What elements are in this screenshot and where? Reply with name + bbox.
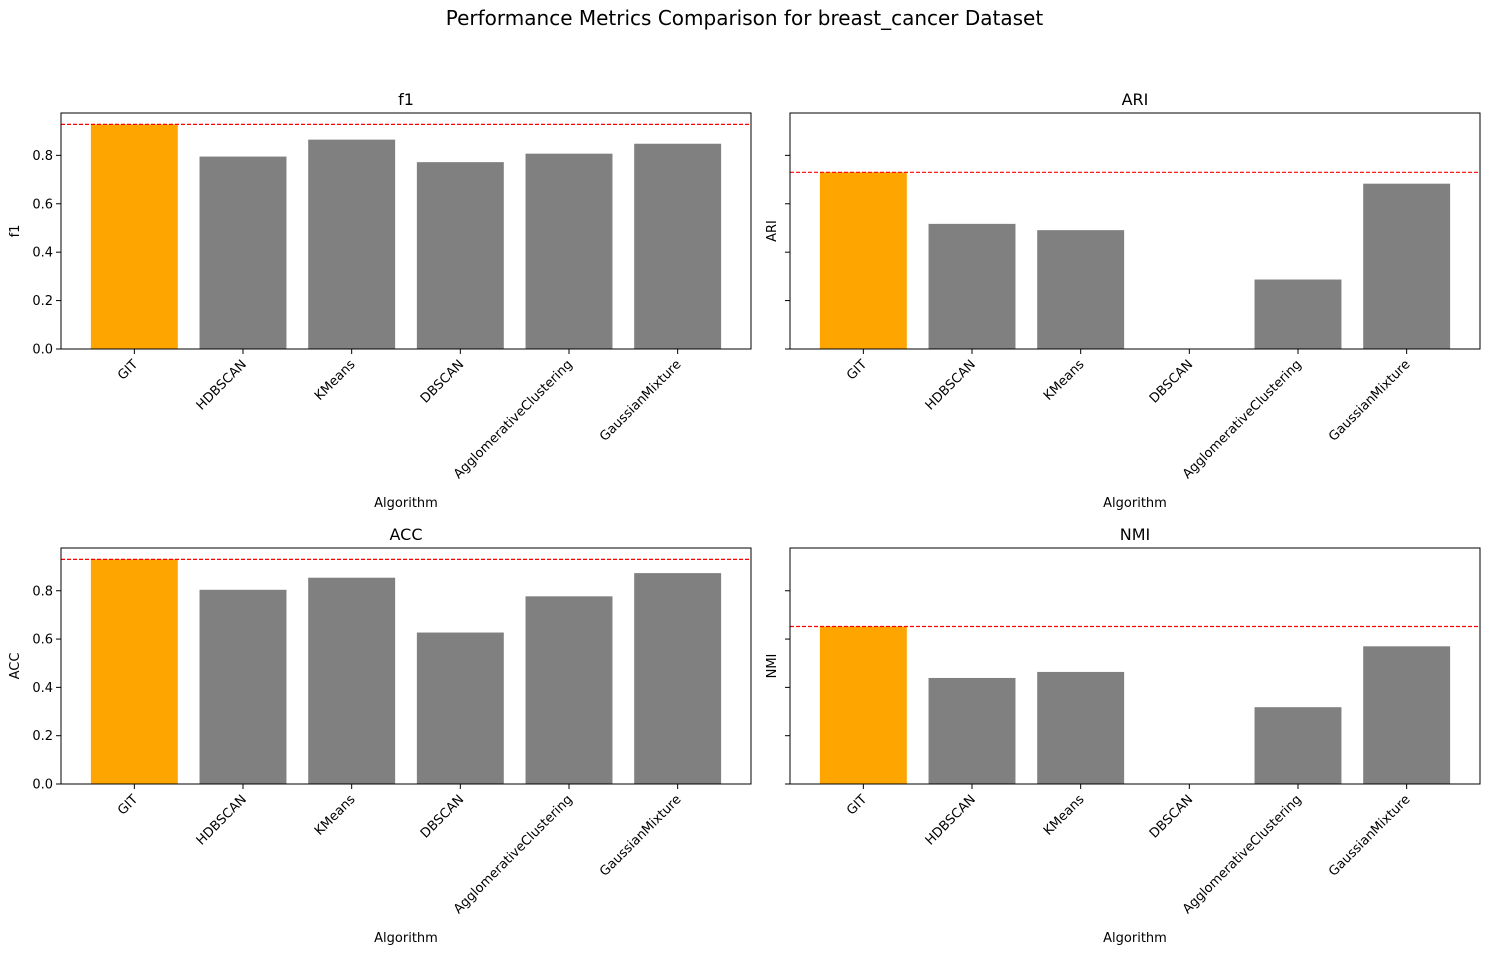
y-tick-label: 0.2 — [32, 294, 53, 309]
x-axis-label: Algorithm — [1103, 496, 1167, 511]
y-tick-label: 0.6 — [32, 197, 53, 212]
y-tick-label: 0.4 — [32, 246, 53, 261]
subplot-title: NMI — [1120, 525, 1151, 544]
subplot-title: f1 — [398, 90, 414, 109]
y-tick-label: 0.8 — [32, 149, 53, 164]
y-axis-label: f1 — [8, 225, 23, 238]
axes-frame — [60, 112, 752, 350]
y-axis-label: ARI — [765, 220, 780, 242]
bar-dbscan — [416, 162, 504, 349]
x-tick-label-kmeans: KMeans — [1041, 792, 1088, 839]
y-tick-label: 0.4 — [32, 681, 53, 696]
bar-agglomerativeclustering — [1254, 707, 1342, 784]
figure-title: Performance Metrics Comparison for breas… — [445, 6, 1044, 30]
bar-git — [819, 626, 907, 784]
bar-kmeans — [1037, 230, 1125, 349]
y-tick-label: 0.0 — [32, 778, 53, 793]
x-tick-label-kmeans: KMeans — [1041, 357, 1088, 404]
x-tick-label-git: GIT — [844, 357, 870, 383]
bar-gaussianmixture — [634, 143, 722, 349]
x-tick-label-hdbscan: HDBSCAN — [923, 792, 979, 848]
x-tick-label-kmeans: KMeans — [312, 792, 359, 839]
bar-agglomerativeclustering — [525, 153, 613, 349]
subplot-title: ACC — [389, 525, 422, 544]
x-tick-label-agglomerativeclustering: AgglomerativeClustering — [1180, 357, 1305, 482]
bar-gaussianmixture — [1363, 183, 1451, 349]
x-axis-label: Algorithm — [374, 931, 438, 946]
bar-git — [90, 124, 178, 349]
x-tick-label-dbscan: DBSCAN — [1147, 792, 1196, 841]
x-tick-label-gaussianmixture: GaussianMixture — [597, 357, 684, 444]
x-axis-label: Algorithm — [374, 496, 438, 511]
bar-hdbscan — [199, 156, 287, 349]
x-tick-label-agglomerativeclustering: AgglomerativeClustering — [451, 792, 576, 917]
bar-hdbscan — [928, 223, 1016, 349]
bar-dbscan — [416, 632, 504, 784]
subplot-nmi: GIT HDBSCAN KMeans DBSCANAgglomerativeClust… — [765, 525, 1481, 946]
x-tick-label-gaussianmixture: GaussianMixture — [597, 792, 684, 879]
y-tick-label: 0.0 — [32, 343, 53, 358]
bar-hdbscan — [928, 677, 1016, 784]
x-tick-label-dbscan: DBSCAN — [418, 357, 467, 406]
bar-kmeans — [1037, 671, 1125, 784]
x-tick-label-hdbscan: HDBSCAN — [194, 792, 250, 848]
bar-gaussianmixture — [634, 573, 722, 784]
bar-agglomerativeclustering — [525, 596, 613, 784]
bar-git — [819, 172, 907, 349]
x-axis-label: Algorithm — [1103, 931, 1167, 946]
axes-frame — [789, 112, 1481, 350]
x-tick-label-git: GIT — [115, 357, 141, 383]
axes-frame — [789, 547, 1481, 785]
y-axis-label: ACC — [8, 653, 23, 680]
y-axis-label: NMI — [765, 654, 780, 679]
x-tick-label-dbscan: DBSCAN — [1147, 357, 1196, 406]
bar-kmeans — [308, 577, 396, 784]
x-tick-label-kmeans: KMeans — [312, 357, 359, 404]
subplot-title: ARI — [1122, 90, 1149, 109]
subplot-acc: 0.0 0.2 0.4 0.6 0.8 GIT HDBSCAN KMeans DBSCANAgg… — [8, 525, 752, 946]
y-tick-label: 0.8 — [32, 584, 53, 599]
axes-frame — [60, 547, 752, 785]
bar-gaussianmixture — [1363, 646, 1451, 784]
y-tick-label: 0.2 — [32, 729, 53, 744]
x-tick-label-agglomerativeclustering: AgglomerativeClustering — [1180, 792, 1305, 917]
x-tick-label-gaussianmixture: GaussianMixture — [1326, 792, 1413, 879]
y-tick-label: 0.6 — [32, 633, 53, 648]
x-tick-label-git: GIT — [844, 792, 870, 818]
x-tick-label-gaussianmixture: GaussianMixture — [1326, 357, 1413, 444]
x-tick-label-git: GIT — [115, 792, 141, 818]
bar-agglomerativeclustering — [1254, 279, 1342, 349]
x-tick-label-dbscan: DBSCAN — [418, 792, 467, 841]
x-tick-label-hdbscan: HDBSCAN — [923, 357, 979, 413]
subplot-ari: GIT HDBSCAN KMeans DBSCANAgglomerativeClust… — [765, 90, 1481, 511]
bar-git — [90, 559, 178, 784]
x-tick-label-agglomerativeclustering: AgglomerativeClustering — [451, 357, 576, 482]
x-tick-label-hdbscan: HDBSCAN — [194, 357, 250, 413]
bar-hdbscan — [199, 589, 287, 784]
bar-kmeans — [308, 139, 396, 349]
subplot-f1: 0.0 0.2 0.4 0.6 0.8 GIT HDBSCAN KMeans DBSCANAgg… — [8, 90, 752, 511]
